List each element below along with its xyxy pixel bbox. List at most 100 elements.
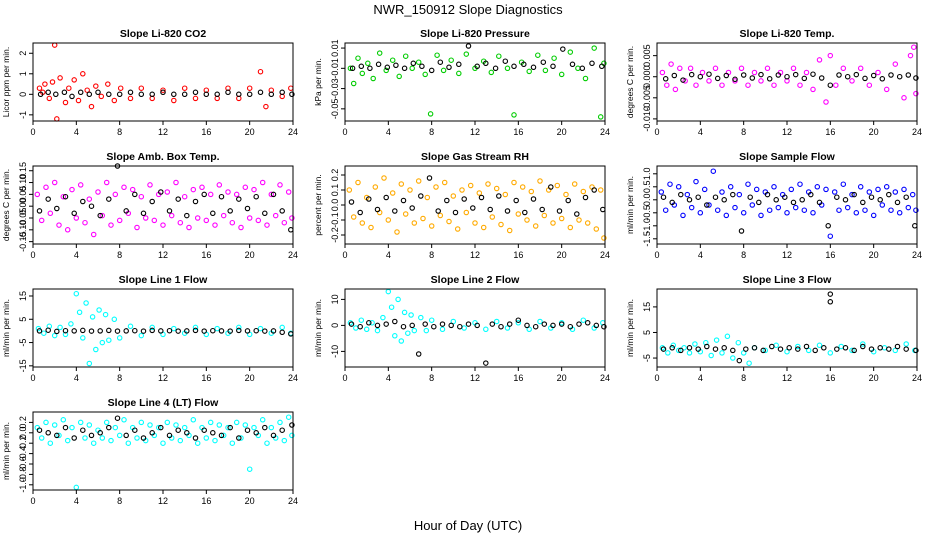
data-point-reference xyxy=(348,199,355,205)
data-point xyxy=(60,193,67,200)
plot-frame xyxy=(344,42,606,122)
data-point xyxy=(99,212,106,219)
data-point-reference xyxy=(502,58,509,64)
x-tick-label: 4 xyxy=(698,250,703,260)
data-point-reference xyxy=(827,291,834,297)
panel-y-axis-label: degrees C per min. xyxy=(625,46,635,118)
data-point-reference xyxy=(127,89,134,96)
data-point xyxy=(111,97,118,104)
data-point-reference xyxy=(704,343,710,350)
data-point-reference xyxy=(218,193,225,200)
data-points xyxy=(658,168,919,239)
panel-y-axis-label: ml/min per min. xyxy=(625,176,635,234)
data-point-reference xyxy=(140,328,147,334)
data-point xyxy=(82,219,88,226)
data-point xyxy=(289,432,295,439)
data-point-reference xyxy=(877,197,883,203)
data-point-reference xyxy=(77,89,84,96)
data-point xyxy=(192,95,199,102)
panel-title: Slope Li-820 Temp. xyxy=(740,28,835,40)
data-point xyxy=(493,185,500,192)
data-point xyxy=(73,215,80,221)
panel-3: Slope Li-820 Temp. degrees C per min. 0 4 8 1… xyxy=(625,28,922,137)
data-point-reference xyxy=(123,328,129,334)
data-point xyxy=(405,330,411,336)
data-point xyxy=(34,191,41,198)
data-point xyxy=(46,95,53,102)
data-point xyxy=(38,217,45,224)
data-point xyxy=(121,184,127,191)
data-point xyxy=(220,212,227,219)
x-tick-label: 16 xyxy=(513,250,523,260)
data-point-reference xyxy=(375,61,382,68)
data-point xyxy=(686,350,693,356)
data-point xyxy=(103,419,110,426)
x-tick-label: 4 xyxy=(698,373,703,383)
y-tick-label: -1.5 xyxy=(642,231,652,247)
data-point xyxy=(99,339,106,346)
data-point xyxy=(259,417,266,423)
data-point xyxy=(758,212,764,219)
data-point xyxy=(857,65,864,72)
data-point xyxy=(881,345,888,351)
data-point-reference xyxy=(158,424,164,431)
data-point-reference xyxy=(123,208,129,214)
data-point xyxy=(472,220,478,226)
data-point xyxy=(251,186,257,193)
x-tick-label: 16 xyxy=(513,373,523,383)
x-tick-label: 0 xyxy=(654,250,659,260)
data-point xyxy=(664,82,670,88)
y-tick-label: 0.2 xyxy=(18,416,28,429)
data-point xyxy=(558,215,565,222)
data-point xyxy=(467,182,474,189)
data-point xyxy=(493,318,500,325)
data-point xyxy=(706,78,712,84)
data-point xyxy=(681,345,687,351)
panel-y-axis-label: degrees C per min. xyxy=(1,169,11,241)
data-point-reference xyxy=(532,323,539,330)
x-tick-label: 24 xyxy=(600,127,610,137)
data-point xyxy=(68,321,74,327)
data-point-reference xyxy=(896,73,903,80)
y-tick-label: -0.2 xyxy=(18,435,28,451)
data-point-reference xyxy=(660,194,667,200)
data-point xyxy=(376,50,383,56)
data-point xyxy=(225,424,231,431)
data-point-reference xyxy=(246,91,253,98)
data-point xyxy=(448,57,454,63)
data-point xyxy=(724,333,731,340)
data-point xyxy=(879,202,886,208)
data-point xyxy=(440,67,447,74)
y-tick-label: 0.2 xyxy=(330,169,340,182)
x-tick-label: 4 xyxy=(74,373,79,383)
data-point xyxy=(571,181,578,187)
data-point-reference xyxy=(714,75,721,82)
data-point xyxy=(411,220,418,226)
y-tick-label: 0.15 xyxy=(18,162,28,180)
data-point xyxy=(164,189,171,195)
data-point-reference xyxy=(88,203,95,209)
data-point-reference xyxy=(428,67,435,74)
data-point xyxy=(106,337,112,343)
data-point-reference xyxy=(88,328,95,334)
data-point-reference xyxy=(567,323,574,330)
plot-frame xyxy=(32,165,294,245)
data-point-reference xyxy=(439,321,446,327)
data-point-reference xyxy=(886,191,892,198)
data-point xyxy=(56,222,62,228)
data-points xyxy=(347,43,607,120)
data-point xyxy=(129,186,136,193)
data-point xyxy=(790,65,797,72)
data-point xyxy=(408,312,414,318)
y-tick-label: 0.005 xyxy=(642,44,652,67)
x-tick-label: 12 xyxy=(782,127,792,137)
data-point xyxy=(816,57,823,63)
data-point xyxy=(51,332,58,339)
data-point-reference xyxy=(740,72,747,78)
data-point-reference xyxy=(279,329,285,336)
data-point-reference xyxy=(504,208,511,214)
data-point-reference xyxy=(524,322,530,329)
x-tick-label: 12 xyxy=(470,250,480,260)
panel-title: Slope Li-820 CO2 xyxy=(120,28,207,40)
